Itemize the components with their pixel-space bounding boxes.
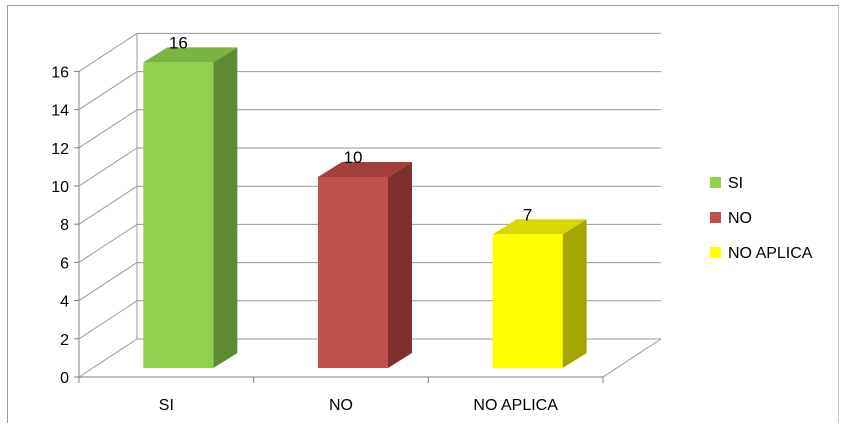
legend-label: NO	[728, 210, 752, 227]
y-tick-label: 8	[60, 217, 69, 234]
y-tick-label: 10	[51, 179, 69, 196]
legend-swatch	[710, 177, 721, 188]
gridline-depth	[78, 32, 138, 72]
gridline-depth	[78, 185, 138, 225]
y-tick-label: 6	[60, 255, 69, 272]
bar-top	[318, 162, 412, 177]
label-layer: 16 SI 10 NO 7 NO APLICA	[159, 33, 558, 414]
bar-side	[388, 162, 412, 368]
bar-layer	[143, 47, 587, 369]
legend-label: NO APLICA	[728, 245, 813, 262]
y-tick-label: 0	[60, 370, 69, 387]
x-tick-label: NO APLICA	[473, 397, 558, 414]
legend: SI NO NO APLICA	[710, 175, 813, 262]
y-tick-label: 16	[51, 64, 69, 81]
axis-layer: 0 2 4 6 8 10 12 14 16	[51, 64, 604, 387]
gridline-depth	[78, 147, 138, 187]
x-tick-label: SI	[159, 397, 174, 414]
gridline-depth	[78, 109, 138, 149]
gridline-depth	[78, 262, 138, 302]
bar-si	[143, 62, 214, 369]
x-tick-label: NO	[329, 397, 353, 414]
data-label: 16	[169, 33, 188, 52]
bar-no	[318, 177, 388, 368]
y-tick-label: 4	[60, 294, 69, 311]
y-tick-label: 2	[60, 332, 69, 349]
bar-side	[562, 219, 587, 368]
bar-top	[492, 219, 587, 235]
gridline-depth	[78, 71, 138, 111]
chart-frame	[7, 5, 839, 423]
data-label: 7	[523, 205, 532, 224]
y-tick-label: 12	[51, 141, 69, 158]
legend-label: SI	[728, 175, 743, 192]
data-label: 10	[344, 148, 363, 167]
y-tick-label: 14	[51, 103, 69, 120]
legend-swatch	[710, 247, 721, 258]
gridline-depth	[78, 300, 138, 340]
bar-no-aplica	[492, 234, 563, 368]
legend-swatch	[710, 212, 721, 223]
bar-top	[143, 47, 238, 63]
gridline-depth	[78, 223, 138, 263]
gridline-depth	[78, 338, 138, 378]
bar-side	[213, 47, 238, 369]
